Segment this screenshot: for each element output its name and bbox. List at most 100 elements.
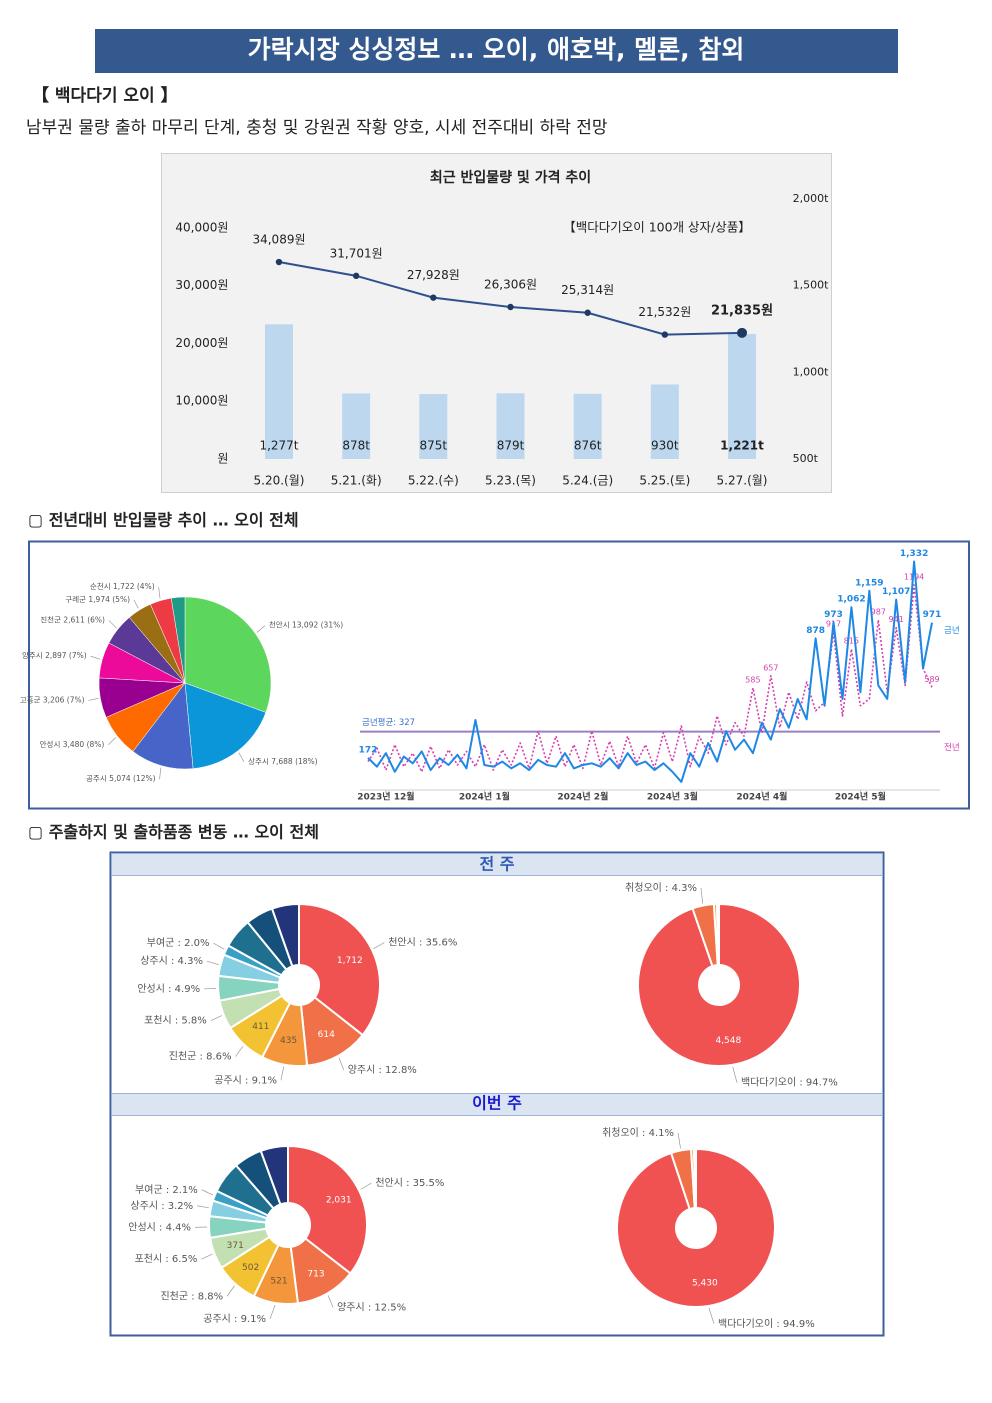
y2-tick-label: 500t [793, 452, 819, 465]
point-label: 1,159 [855, 578, 883, 588]
bar [419, 394, 448, 459]
point-label: 1,107 [882, 587, 910, 597]
price-marker [352, 272, 360, 280]
slice-label: 공주시 : 9.1% [214, 1074, 277, 1086]
leader-line [201, 1253, 213, 1260]
slice-value: 안성시 : 4.9% [137, 983, 200, 995]
slice-count: 435 [280, 1036, 297, 1046]
price-label: 26,306원 [484, 278, 537, 292]
leader-line [88, 698, 99, 701]
slice-value: 진천군 : 8.8% [160, 1290, 223, 1302]
point-label: 585 [745, 675, 760, 684]
slice-value: 상주시 : 3.2% [130, 1200, 193, 1212]
price-label: 31,701원 [330, 246, 383, 260]
slice-label: 백다다기오이 : 94.7% [741, 1077, 838, 1089]
y2-tick-label: 1,000t [793, 365, 829, 378]
slice-value: 부여군 : 2.0% [147, 937, 210, 949]
y-tick-label: 원 [217, 452, 228, 466]
x-tick-label: 5.25.(토) [639, 474, 690, 488]
price-marker [737, 327, 748, 338]
slice-value: 백다다기오이 : 94.9% [718, 1318, 815, 1330]
price-marker [275, 258, 283, 266]
price-label: 27,928원 [407, 268, 460, 282]
y2-tick-label: 1,500t [793, 279, 829, 292]
x-tick-label: 5.24.(금) [562, 474, 613, 488]
slice-count: 502 [242, 1263, 259, 1273]
price-label: 21,835원 [711, 303, 773, 318]
slice-name: 진천군 [40, 614, 61, 624]
slice-label: 진천군 : 8.8% [160, 1290, 223, 1302]
point-label: 971 [923, 610, 942, 620]
y2-tick-label: 2,000t [793, 192, 829, 205]
section-heading: ▢ 주출하지 및 출하품종 변동 … 오이 전체 [28, 823, 319, 842]
slice-value: 2,611 (6%) [63, 615, 105, 624]
point-label: 1,332 [900, 549, 928, 559]
leader-line [159, 767, 162, 780]
slice-value: 1,722 (4%) [113, 582, 155, 591]
section-heading: ▢ 전년대비 반입물량 추이 … 오이 전체 [28, 511, 299, 530]
leader-line [238, 752, 245, 763]
price-marker [661, 331, 669, 338]
point-label: 657 [763, 663, 778, 672]
slice-value: 천안시 : 35.6% [388, 937, 457, 949]
series-name: 금년 [944, 625, 960, 636]
slice-label: 천안시 : 35.5% [375, 1177, 444, 1189]
slice-label: 상주시 7,688 (18%) [248, 756, 318, 766]
bar-label: 1,277t [259, 439, 298, 453]
bar-label: 1,221t [720, 439, 764, 453]
slice-name: 순천시 [90, 581, 111, 591]
x-tick-label: 2024년 1월 [459, 791, 510, 803]
leader-line [206, 960, 219, 965]
slice-value: 천안시 : 35.5% [375, 1177, 444, 1189]
point-label: 1,062 [837, 595, 865, 605]
slice-count: 521 [270, 1276, 287, 1286]
point-label: 1194 [904, 572, 924, 581]
slice-label: 안성시 : 4.4% [128, 1221, 191, 1233]
point-label: 941 [889, 615, 904, 624]
slice-value: 3,206 (7%) [43, 695, 85, 704]
slice-count: 2,031 [326, 1196, 352, 1206]
title-bar [95, 29, 898, 73]
slice-value: 양주시 : 12.5% [337, 1302, 406, 1314]
leader-line [204, 988, 217, 990]
leader-line [708, 1307, 715, 1324]
leader-line [327, 1295, 334, 1308]
x-tick-label: 5.22.(수) [408, 474, 459, 488]
leader-line [158, 587, 161, 599]
leader-line [235, 1046, 244, 1057]
leader-line [213, 942, 225, 950]
slice-count: 4,548 [715, 1036, 741, 1046]
pie-slice [715, 902, 720, 967]
slice-label: 양주시 2,897 (7%) [22, 651, 87, 660]
pie-slice [298, 902, 381, 1037]
pie-slice [270, 902, 300, 968]
slice-label: 진천군 2,611 (6%) [40, 614, 105, 624]
slice-label: 백다다기오이 : 94.9% [718, 1318, 815, 1330]
point-label: 987 [871, 607, 886, 616]
slice-value: 1,974 (5%) [88, 595, 130, 604]
bar-label: 930t [651, 439, 679, 453]
point-label: 973 [824, 610, 843, 620]
slice-value: 3,480 (8%) [63, 740, 105, 749]
price-label: 21,532원 [638, 305, 691, 319]
pie-slice [259, 1144, 289, 1206]
price-label: 34,089원 [252, 233, 305, 247]
pie-slice [287, 1144, 368, 1275]
bar [650, 384, 679, 459]
panel-header [111, 1093, 883, 1116]
leader-line [280, 1066, 285, 1081]
slice-label: 구례군 1,974 (5%) [65, 594, 130, 604]
slice-value: 공주시 : 9.1% [214, 1074, 277, 1086]
series-line [367, 560, 933, 783]
pie-slice [184, 596, 272, 713]
leader-line [360, 1182, 372, 1190]
slice-label: 순천시 1,722 (4%) [90, 581, 155, 591]
y-tick-label: 20,000원 [175, 336, 228, 350]
leader-line [133, 599, 139, 609]
bar [573, 393, 602, 459]
leader-line [373, 942, 385, 950]
annotation: 【백다다기오이 100개 상자/상품】 [563, 220, 751, 235]
slice-value: 공주시 : 9.1% [203, 1313, 266, 1325]
x-tick-label: 2024년 3월 [647, 791, 698, 803]
